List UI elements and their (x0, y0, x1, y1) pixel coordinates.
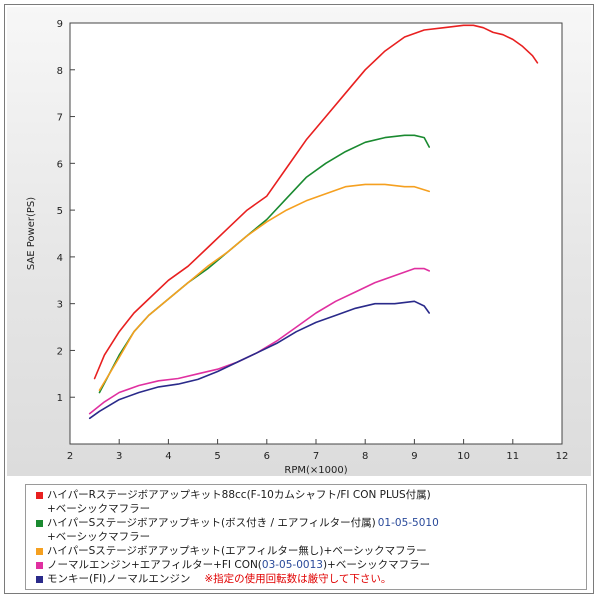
legend-label-cont: +ベーシックマフラー (47, 503, 151, 515)
legend-swatch-navy (36, 575, 43, 583)
legend-label: ハイパーSステージボアアップキット(エアフィルター無し)+ベーシックマフラー (47, 545, 427, 557)
plot-area (69, 22, 563, 445)
legend-part-code: 03-05-0013 (261, 559, 323, 571)
legend-swatch-green (36, 519, 43, 527)
y-tick-label: 5 (57, 206, 63, 217)
y-tick-label: 3 (57, 300, 63, 311)
x-tick-label: 2 (67, 451, 73, 462)
x-axis-title: RPM(×1000) (284, 465, 347, 476)
x-tick-label: 9 (411, 451, 417, 462)
series-line-orange (98, 183, 431, 392)
x-tick-label: 8 (362, 451, 368, 462)
y-tick-label: 8 (57, 66, 63, 77)
legend-label: ノーマルエンジン+エアフィルター+FI CON( (47, 559, 262, 571)
plot-panel: 2 3 4 5 6 7 8 9 10 11 12 1 2 3 4 5 6 7 8 9 RPM(×1000) SAE Pow… (7, 7, 591, 476)
y-axis-title: SAE Power(PS) (26, 197, 37, 270)
x-tick-label: 6 (264, 451, 270, 462)
x-tick-label: 4 (165, 451, 171, 462)
legend-swatch-red (36, 491, 43, 499)
y-tick-label: 1 (57, 393, 63, 404)
legend-label: モンキー(FI)ノーマルエンジン (47, 573, 191, 585)
y-tick-label: 2 (57, 346, 63, 357)
x-tick-label: 11 (506, 451, 519, 462)
y-tick-label: 9 (57, 19, 63, 30)
legend-entry-orange: ハイパーSステージボアアップキット(エアフィルター無し)+ベーシックマフラー (36, 544, 580, 558)
legend-label: ハイパーRステージボアアップキット88cc(F-10カムシャフト/FI CON … (47, 489, 431, 501)
legend-part-code: 01-05-5010 (377, 517, 439, 529)
series-line-navy (88, 300, 431, 420)
y-tick-label: 4 (57, 253, 63, 264)
y-tick-label: 7 (57, 113, 63, 124)
legend-swatch-orange (36, 547, 43, 555)
legend: ハイパーRステージボアアップキット88cc(F-10カムシャフト/FI CON … (25, 484, 587, 590)
series-line-red (93, 24, 539, 380)
legend-entry-magenta: ノーマルエンジン+エアフィルター+FI CON(03-05-0013)+ベーシッ… (36, 558, 580, 572)
x-tick-label: 7 (313, 451, 319, 462)
x-tick-label: 3 (116, 451, 122, 462)
legend-label: ハイパーSステージボアアップキット(ボス付き / エアフィルター付属) (47, 517, 376, 529)
legend-label-tail: )+ベーシックマフラー (322, 559, 431, 571)
legend-entry-red: ハイパーRステージボアアップキット88cc(F-10カムシャフト/FI CON … (36, 488, 580, 516)
x-tick-label: 12 (556, 451, 569, 462)
legend-entry-navy: モンキー(FI)ノーマルエンジン ※指定の使用回転数は厳守して下さい。 (36, 572, 580, 586)
rpm-warning-note: ※指定の使用回転数は厳守して下さい。 (204, 573, 392, 585)
series-line-magenta (88, 267, 431, 415)
x-tick-label: 10 (457, 451, 470, 462)
legend-swatch-magenta (36, 561, 43, 569)
y-tick-label: 6 (57, 159, 63, 170)
x-tick-label: 5 (214, 451, 220, 462)
legend-label-cont: +ベーシックマフラー (47, 531, 151, 543)
legend-entry-green: ハイパーSステージボアアップキット(ボス付き / エアフィルター付属) 01-0… (36, 516, 580, 544)
